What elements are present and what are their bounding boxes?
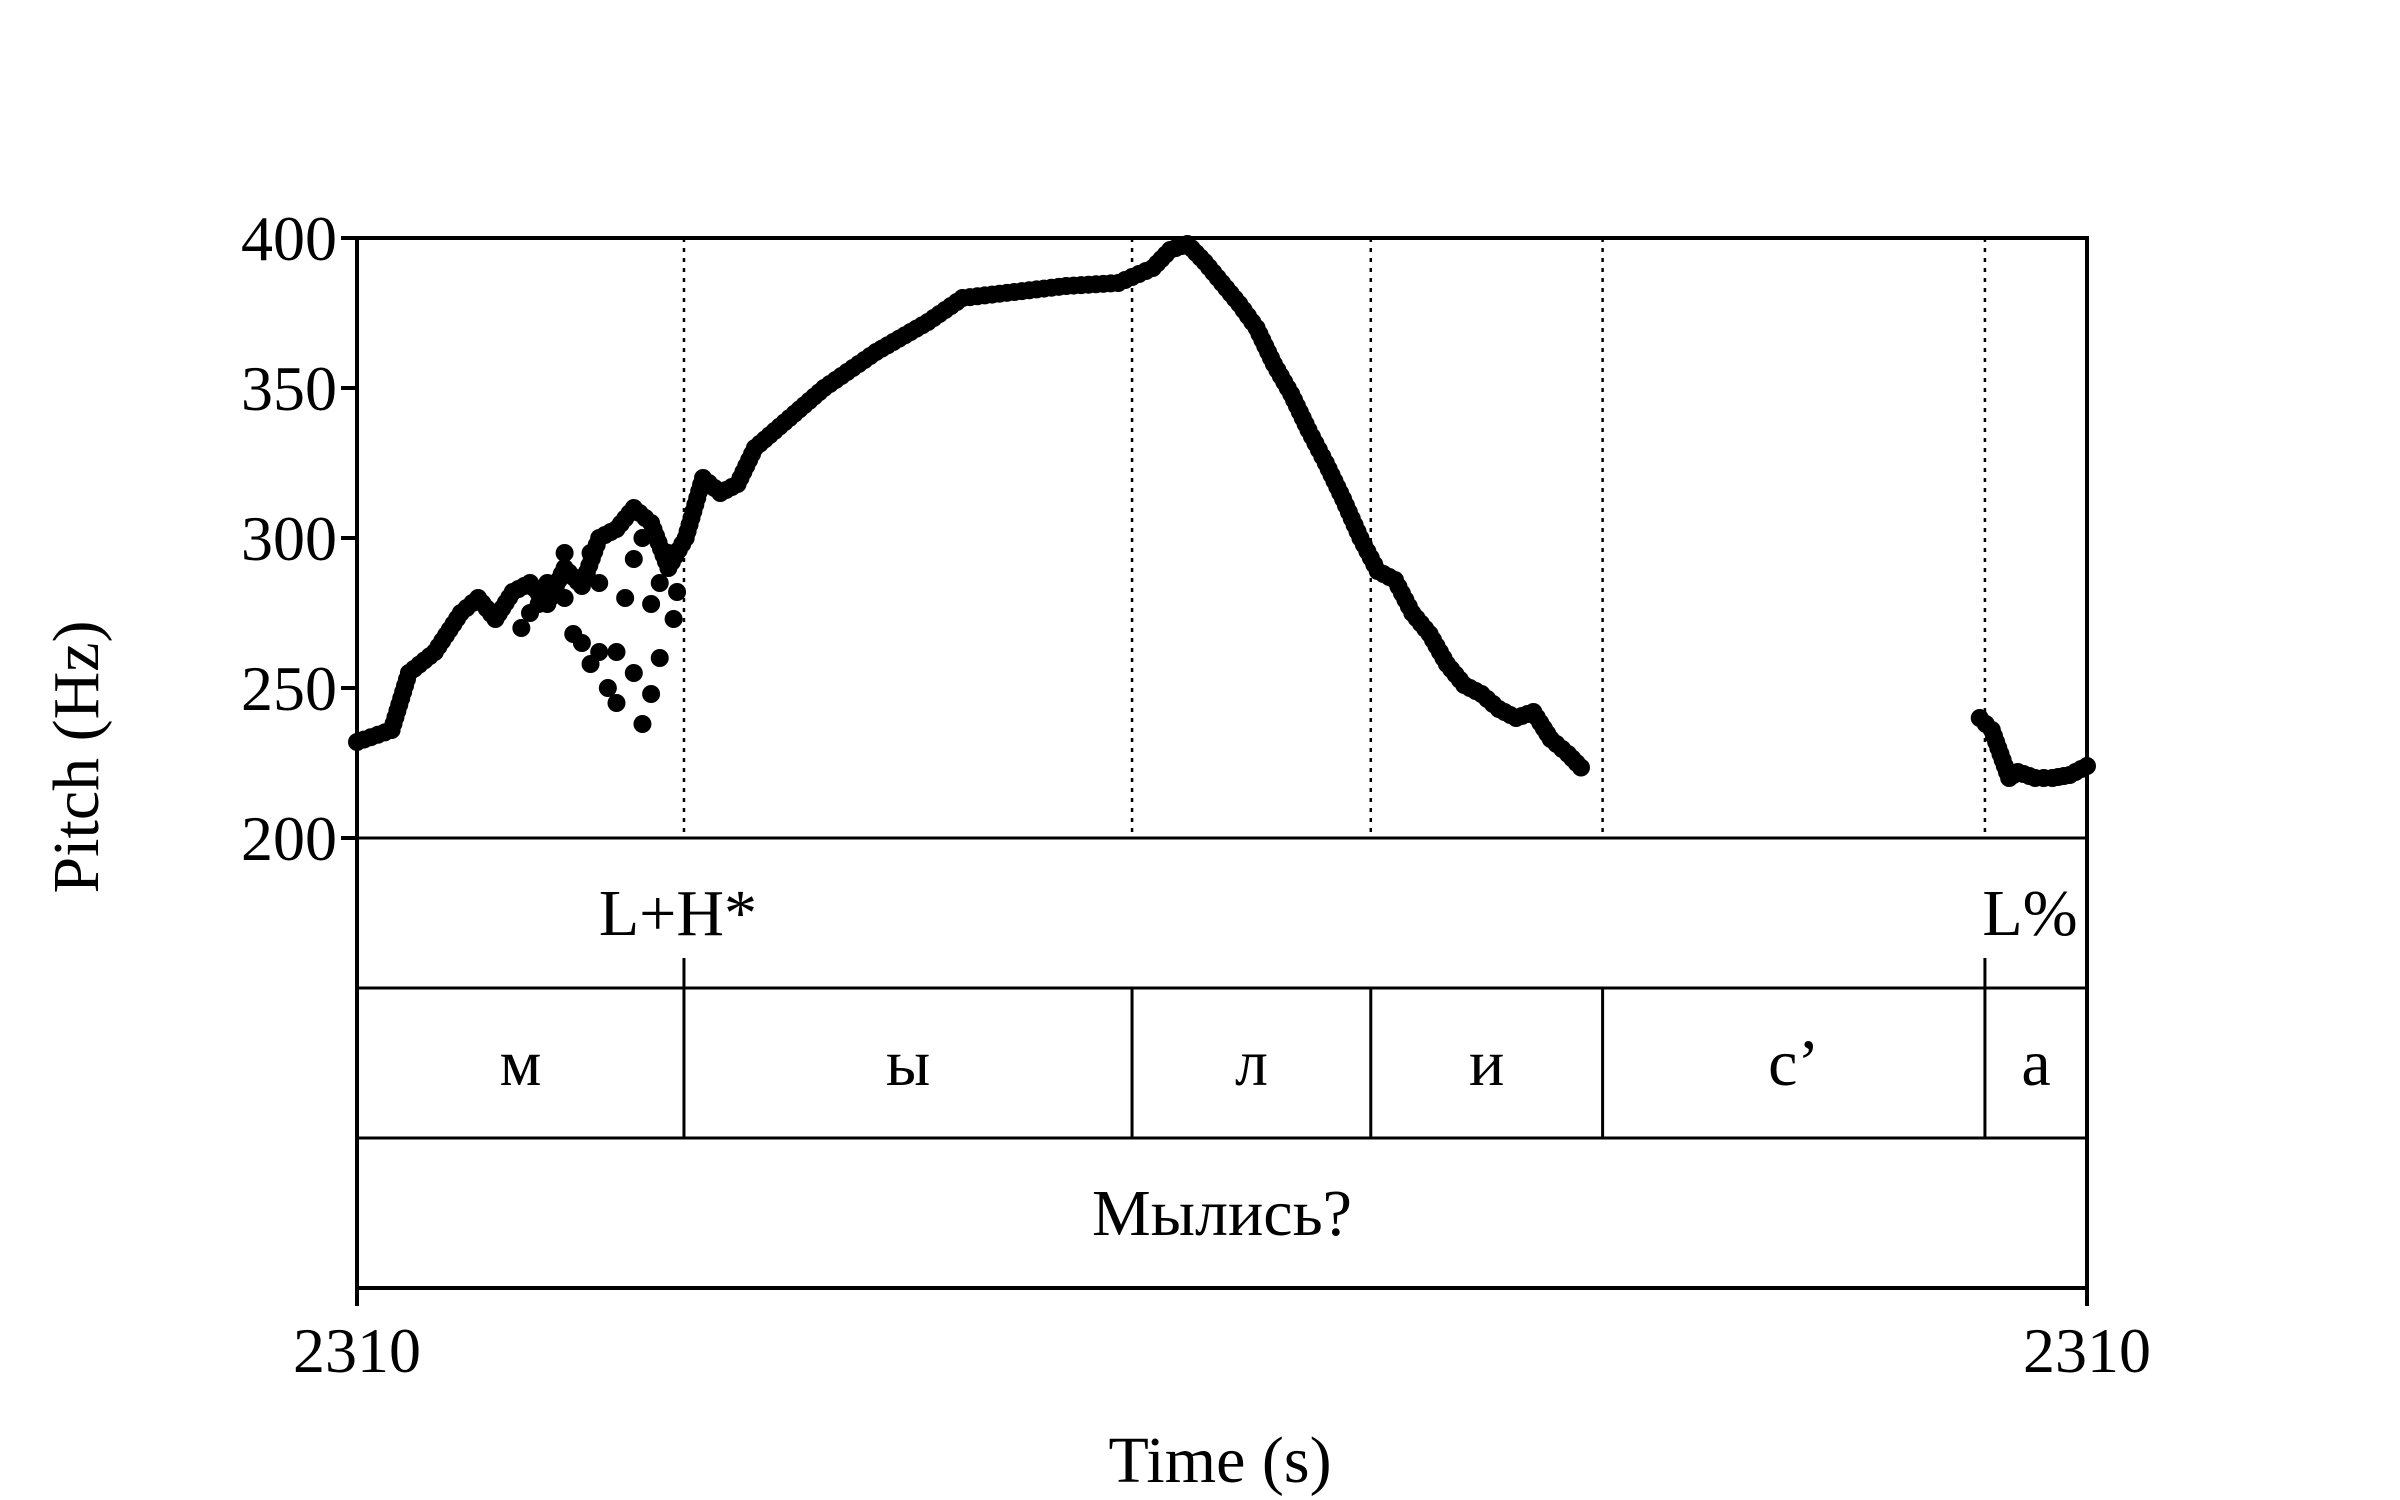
segment-label: ы [886, 1027, 930, 1100]
y-tick-label: 200 [241, 803, 337, 874]
pitch-point [598, 679, 617, 697]
plot-frame [355, 236, 2089, 1306]
pitch-point [555, 589, 574, 607]
pitch-point [624, 550, 643, 568]
pitch-point [590, 643, 609, 661]
pitch-point [616, 589, 635, 607]
segment-label: м [500, 1027, 542, 1100]
pitch-point [659, 544, 678, 562]
pitch-point [572, 634, 591, 652]
pitch-point [590, 574, 609, 592]
pitch-point [607, 643, 626, 661]
y-tick-label: 350 [241, 353, 337, 424]
pitch-point [642, 595, 661, 613]
y-tick-label: 400 [241, 203, 337, 274]
pitch-contour [348, 235, 2096, 787]
tone-label: L+H* [599, 877, 757, 950]
pitch-point [624, 664, 643, 682]
segment-label: л [1235, 1027, 1268, 1100]
x-axis-title: Time (s) [1108, 1424, 1331, 1497]
pitch-point [607, 694, 626, 712]
segment-label: а [2021, 1027, 2050, 1100]
annotation-tiers: L+H* L% м ы л и с’ а Мылись? [500, 877, 2078, 1250]
frame-outline [355, 236, 2089, 1290]
x-tick-label-start: 2310 [293, 1315, 421, 1386]
pitch-point [668, 583, 687, 601]
pitch-point [1571, 758, 1590, 777]
pitch-point [555, 544, 574, 562]
pitch-point [650, 574, 669, 592]
segment-label: и [1469, 1027, 1504, 1100]
y-axis-title: Pitch (Hz) [40, 620, 113, 893]
pitch-point [664, 610, 683, 628]
pitch-point [633, 715, 652, 733]
y-tick-label: 300 [241, 503, 337, 574]
boundary-lines [682, 238, 1987, 838]
segment-label: с’ [1768, 1027, 1819, 1100]
tone-label: L% [1982, 877, 2077, 950]
pitch-point [633, 529, 652, 547]
tier-grid [357, 958, 2087, 1140]
pitch-point [512, 619, 531, 637]
y-tick-label: 250 [241, 653, 337, 724]
pitch-point [642, 685, 661, 703]
pitch-point [650, 649, 669, 667]
pitch-point [581, 544, 600, 562]
x-tick-label-end: 2310 [2023, 1315, 2151, 1386]
word-label: Мылись? [1092, 1177, 1352, 1250]
y-axis: 200 250 300 350 400 [241, 203, 357, 874]
pitch-point [529, 595, 548, 613]
